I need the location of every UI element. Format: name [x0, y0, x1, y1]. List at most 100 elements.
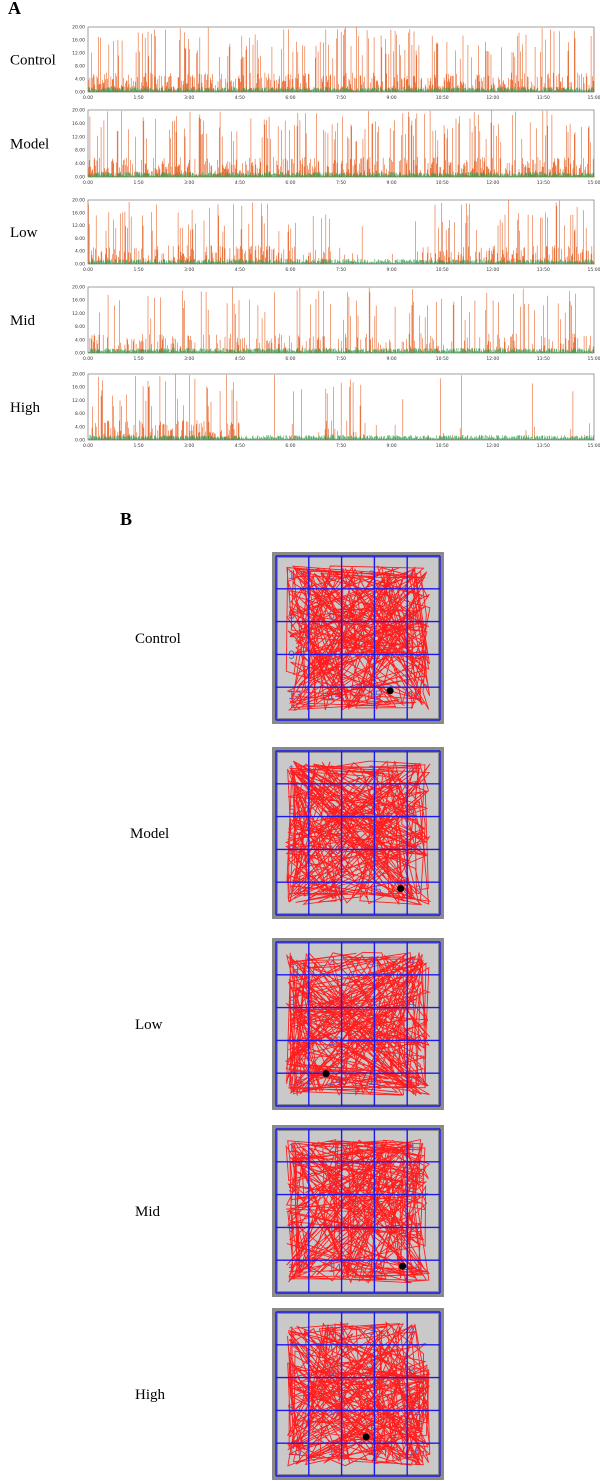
x-tick-label: 1:50	[134, 95, 144, 101]
y-tick-label: 12.00	[72, 134, 85, 140]
y-tick-label: 12.00	[72, 311, 85, 317]
x-tick-label: 13:50	[537, 356, 550, 362]
x-tick-label: 3:00	[184, 356, 194, 362]
x-tick-label: 1:50	[134, 180, 144, 186]
y-tick-label: 12.00	[72, 223, 85, 229]
x-tick-label: 1:50	[134, 267, 144, 273]
y-tick-label: 4.00	[75, 77, 85, 83]
x-tick-label: 9:00	[387, 95, 397, 101]
x-tick-label: 9:00	[387, 180, 397, 186]
activity-trace	[89, 27, 594, 92]
x-tick-label: 0.00	[83, 267, 93, 273]
arena: 12345678910111213141516	[272, 938, 444, 1110]
x-tick-label: 15:00	[588, 180, 600, 186]
x-tick-label: 15:00	[588, 95, 600, 101]
y-tick-label: 16.00	[72, 38, 85, 44]
group-label: Mid	[10, 313, 36, 329]
y-tick-label: 16.00	[72, 298, 85, 304]
x-tick-label: 10:50	[436, 267, 449, 273]
panel-label: B	[120, 509, 132, 529]
x-tick-label: 12:00	[486, 180, 499, 186]
arena: 12345678910111213141516	[272, 747, 444, 919]
x-tick-label: 3:00	[184, 180, 194, 186]
x-tick-label: 12:00	[486, 95, 499, 101]
arena: 12345678910111213141516	[272, 1125, 444, 1297]
y-tick-label: 8.00	[75, 64, 85, 70]
y-tick-label: 8.00	[75, 148, 85, 154]
animal-marker	[397, 885, 404, 892]
group-label: Low	[135, 1017, 163, 1033]
activity-trace	[89, 110, 594, 177]
y-tick-label: 16.00	[72, 385, 85, 391]
x-tick-label: 10:50	[436, 356, 449, 362]
y-tick-label: 4.00	[75, 161, 85, 167]
x-tick-label: 13:50	[537, 180, 550, 186]
x-tick-label: 7:50	[336, 443, 346, 449]
y-tick-label: 8.00	[75, 236, 85, 242]
x-tick-label: 3:00	[184, 267, 194, 273]
x-tick-label: 7:50	[336, 95, 346, 101]
x-tick-label: 12:00	[486, 356, 499, 362]
y-tick-label: 8.00	[75, 324, 85, 330]
y-tick-label: 0.00	[75, 438, 85, 444]
x-tick-label: 0.00	[83, 180, 93, 186]
x-tick-label: 4:50	[235, 356, 245, 362]
y-tick-label: 12.00	[72, 398, 85, 404]
y-tick-label: 20.00	[72, 25, 85, 31]
x-tick-label: 4:50	[235, 267, 245, 273]
activity-trace	[90, 287, 594, 353]
y-tick-label: 4.00	[75, 249, 85, 255]
x-tick-label: 1:50	[134, 356, 144, 362]
group-label: Mid	[135, 1204, 161, 1220]
x-tick-label: 3:00	[184, 95, 194, 101]
x-tick-label: 4:50	[235, 95, 245, 101]
group-label: Low	[10, 225, 38, 241]
y-tick-label: 0.00	[75, 351, 85, 357]
y-tick-label: 20.00	[72, 108, 85, 114]
group-label: High	[135, 1387, 166, 1403]
x-tick-label: 7:50	[336, 267, 346, 273]
group-label: Control	[135, 631, 181, 647]
x-tick-label: 13:50	[537, 267, 550, 273]
y-tick-label: 4.00	[75, 337, 85, 343]
animal-marker	[323, 1070, 330, 1077]
x-tick-label: 6:00	[285, 443, 295, 449]
group-label: Model	[130, 826, 169, 842]
y-tick-label: 16.00	[72, 121, 85, 127]
x-tick-label: 9:00	[387, 267, 397, 273]
y-tick-label: 0.00	[75, 90, 85, 96]
x-tick-label: 7:50	[336, 180, 346, 186]
x-tick-label: 0.00	[83, 356, 93, 362]
x-tick-label: 3:00	[184, 443, 194, 449]
group-label: Control	[10, 53, 56, 69]
x-tick-label: 10:50	[436, 180, 449, 186]
group-label: Model	[10, 137, 49, 153]
figure: A B Control20.0016.0012.008.004.000.000.…	[0, 0, 600, 1481]
x-tick-label: 12:00	[486, 443, 499, 449]
arena: 12345678910111213141516	[272, 552, 444, 724]
x-tick-label: 7:50	[336, 356, 346, 362]
arena: 12345678910111213141516	[272, 1308, 444, 1480]
y-tick-label: 0.00	[75, 262, 85, 268]
x-tick-label: 0.00	[83, 95, 93, 101]
y-tick-label: 8.00	[75, 411, 85, 417]
x-tick-label: 9:00	[387, 443, 397, 449]
x-tick-label: 9:00	[387, 356, 397, 362]
x-tick-label: 1:50	[134, 443, 144, 449]
y-tick-label: 0.00	[75, 175, 85, 181]
x-tick-label: 6:00	[285, 95, 295, 101]
activity-trace	[89, 200, 594, 264]
x-tick-label: 13:50	[537, 95, 550, 101]
activity-trace	[92, 374, 590, 440]
x-tick-label: 13:50	[537, 443, 550, 449]
y-tick-label: 20.00	[72, 285, 85, 291]
x-tick-label: 12:00	[486, 267, 499, 273]
x-tick-label: 15:00	[588, 267, 600, 273]
x-tick-label: 4:50	[235, 180, 245, 186]
y-tick-label: 20.00	[72, 372, 85, 378]
y-tick-label: 12.00	[72, 51, 85, 57]
x-tick-label: 6:00	[285, 356, 295, 362]
group-label: High	[10, 400, 41, 416]
animal-marker	[387, 687, 394, 694]
x-tick-label: 10:50	[436, 95, 449, 101]
